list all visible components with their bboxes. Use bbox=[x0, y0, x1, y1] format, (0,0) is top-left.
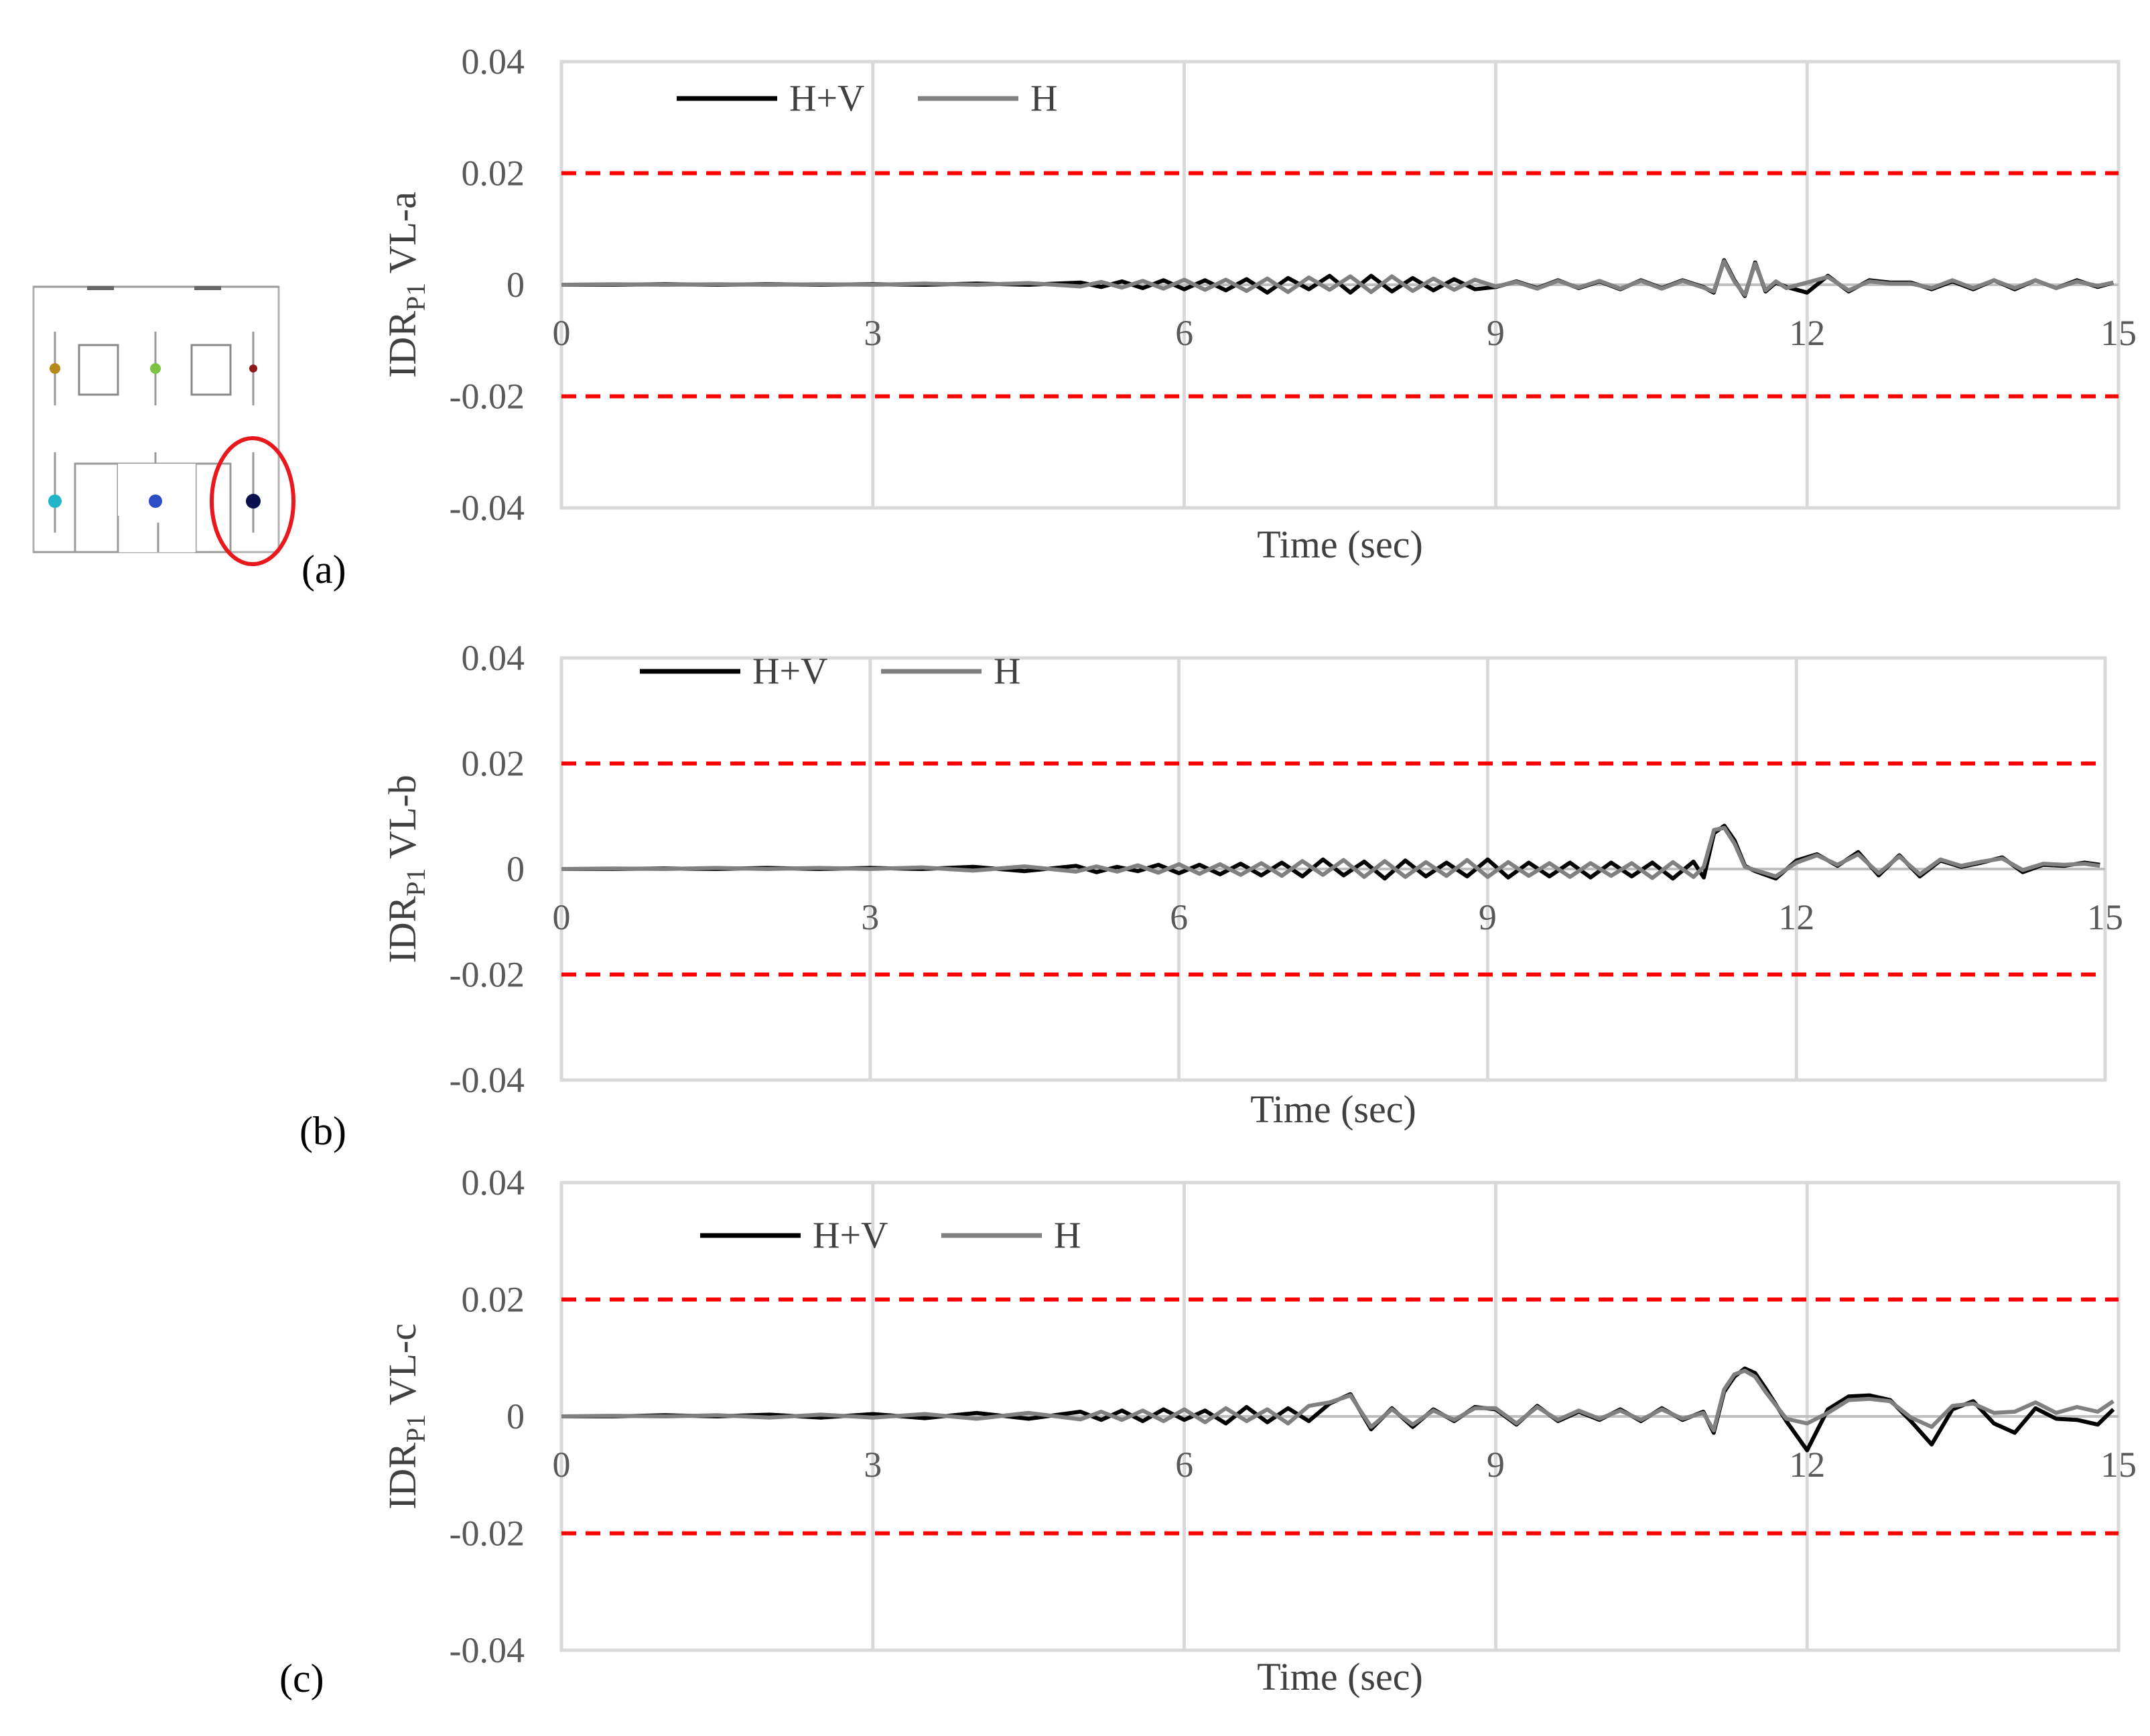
x-tick-label: 12 bbox=[1789, 313, 1825, 353]
y-axis-title-main: IDR bbox=[381, 311, 424, 378]
location-marker bbox=[48, 494, 62, 508]
y-axis-title-suffix: VL-b bbox=[381, 775, 424, 868]
legend-label-hv: H+V bbox=[813, 1215, 888, 1256]
series-line-h bbox=[561, 259, 2114, 297]
legend-label-h: H bbox=[1030, 78, 1057, 119]
selected-location-highlight bbox=[210, 436, 295, 566]
x-axis-title: Time (sec) bbox=[1250, 1087, 1416, 1131]
legend: H+V H bbox=[700, 1215, 1081, 1256]
x-tick-label: 12 bbox=[1789, 1445, 1825, 1485]
series-line-hv bbox=[561, 1366, 2115, 1453]
key-plan-opening bbox=[190, 344, 232, 396]
location-marker bbox=[50, 363, 60, 374]
series-line-h bbox=[561, 825, 2100, 880]
x-tick-label: 6 bbox=[1170, 897, 1188, 937]
y-tick-label: 0.02 bbox=[462, 1280, 525, 1320]
y-axis-title: IDRP1 VL-c bbox=[381, 1323, 431, 1510]
location-marker bbox=[150, 363, 161, 374]
y-axis-title-main: IDR bbox=[381, 1443, 424, 1510]
key-plan-inset bbox=[32, 285, 295, 566]
x-tick-label: 3 bbox=[864, 1445, 882, 1485]
legend-label-h: H bbox=[1054, 1215, 1081, 1256]
series-line-h bbox=[561, 1368, 2114, 1432]
y-tick-label: -0.04 bbox=[450, 1060, 525, 1100]
y-axis-title: IDRP1 VL-a bbox=[381, 192, 431, 378]
location-marker bbox=[149, 494, 162, 508]
legend-label-h: H bbox=[994, 651, 1020, 692]
x-tick-label: 0 bbox=[553, 897, 571, 937]
y-axis-title-subscript: P1 bbox=[401, 868, 431, 896]
legend-label-hv: H+V bbox=[789, 78, 864, 119]
x-tick-label: 0 bbox=[553, 1445, 571, 1485]
x-tick-label: 9 bbox=[1487, 1445, 1505, 1485]
x-tick-label: 6 bbox=[1175, 313, 1193, 353]
x-tick-label: 3 bbox=[864, 313, 882, 353]
x-tick-label: 6 bbox=[1175, 1445, 1193, 1485]
y-tick-label: 0 bbox=[507, 265, 525, 305]
y-tick-label: 0.02 bbox=[462, 744, 525, 784]
x-tick-label: 15 bbox=[2100, 313, 2137, 353]
y-axis-title-subscript: P1 bbox=[401, 283, 431, 311]
y-axis-title-suffix: VL-a bbox=[381, 192, 424, 283]
y-tick-label: -0.02 bbox=[450, 955, 525, 995]
chart-panel-c: 0.04 0.02 0 -0.02 -0.04 0 3 6 9 12 15 Time (sec) IDR… bbox=[381, 1162, 2137, 1698]
y-tick-label: -0.04 bbox=[450, 488, 525, 528]
legend: H+V H bbox=[640, 651, 1020, 692]
y-tick-label: 0.04 bbox=[462, 1162, 525, 1203]
x-axis-title: Time (sec) bbox=[1257, 523, 1423, 566]
y-tick-label: 0 bbox=[507, 1396, 525, 1437]
x-tick-label: 15 bbox=[2100, 1445, 2137, 1485]
panel-label-a: (a) bbox=[301, 547, 346, 592]
y-axis-title: IDRP1 VL-b bbox=[381, 775, 431, 963]
chart-panel-a: 0.04 0.02 0 -0.02 -0.04 0 3 6 9 12 15 Time (sec) IDR… bbox=[381, 42, 2137, 566]
x-axis-title: Time (sec) bbox=[1257, 1655, 1423, 1698]
y-tick-label: 0 bbox=[507, 849, 525, 889]
y-tick-label: 0.04 bbox=[462, 42, 525, 82]
y-tick-label: 0.02 bbox=[462, 153, 525, 194]
location-marker-selected bbox=[246, 494, 261, 509]
legend-label-hv: H+V bbox=[752, 651, 827, 692]
location-marker bbox=[249, 364, 257, 373]
series-line-hv bbox=[561, 258, 2114, 298]
y-tick-label: -0.02 bbox=[450, 1514, 525, 1554]
x-tick-label: 3 bbox=[861, 897, 879, 937]
y-axis-title-subscript: P1 bbox=[401, 1414, 431, 1443]
x-tick-label: 12 bbox=[1778, 897, 1814, 937]
legend: H+V H bbox=[677, 78, 1057, 119]
y-axis-title-suffix: VL-c bbox=[381, 1323, 424, 1414]
y-tick-label: 0.04 bbox=[462, 638, 525, 678]
panel-label-b: (b) bbox=[299, 1109, 346, 1153]
panel-label-c: (c) bbox=[279, 1656, 324, 1700]
x-tick-label: 15 bbox=[2087, 897, 2123, 937]
x-tick-label: 0 bbox=[553, 313, 571, 353]
y-tick-label: -0.04 bbox=[450, 1630, 525, 1670]
x-tick-label: 9 bbox=[1479, 897, 1497, 937]
y-axis-title-main: IDR bbox=[381, 896, 424, 963]
chart-panel-b: 0.04 0.02 0 -0.02 -0.04 0 3 6 9 12 15 Time (sec) IDR… bbox=[381, 638, 2123, 1131]
key-plan-opening bbox=[78, 344, 119, 396]
y-tick-label: -0.02 bbox=[450, 377, 525, 417]
x-tick-label: 9 bbox=[1487, 313, 1505, 353]
